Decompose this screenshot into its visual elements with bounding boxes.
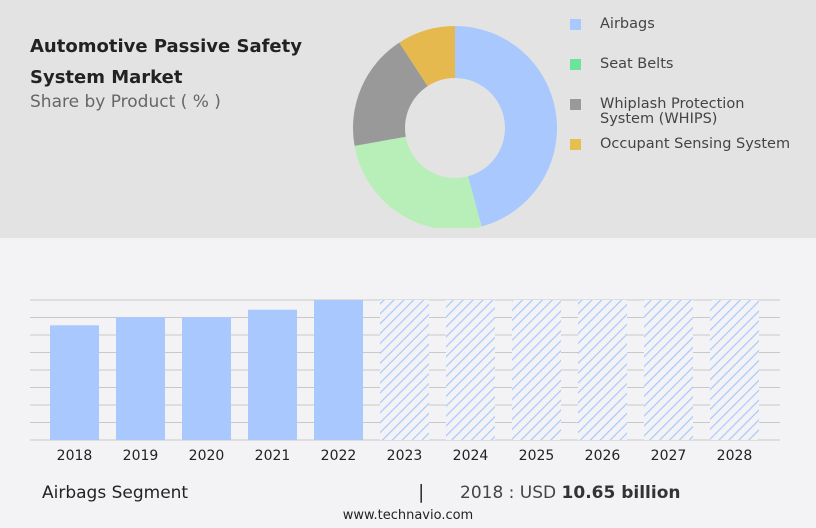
bar-2020 bbox=[182, 317, 231, 440]
legend-swatch bbox=[570, 59, 581, 70]
x-tick-label: 2024 bbox=[453, 448, 489, 464]
value-amount: 10.65 billion bbox=[561, 483, 681, 503]
segment-label: Airbags Segment bbox=[42, 483, 189, 503]
x-tick-label: 2019 bbox=[123, 448, 159, 464]
x-tick-label: 2028 bbox=[717, 448, 753, 464]
bar-2022 bbox=[314, 300, 363, 440]
legend-label: Whiplash Protection System (WHIPS) bbox=[600, 96, 745, 127]
x-tick-label: 2022 bbox=[321, 448, 357, 464]
source-url[interactable]: www.technavio.com bbox=[342, 508, 474, 523]
donut-slice-occupant-sensing-system bbox=[399, 26, 455, 87]
x-tick-label: 2020 bbox=[189, 448, 225, 464]
bar-2021 bbox=[248, 309, 297, 440]
x-tick-label: 2021 bbox=[255, 448, 291, 464]
forecast-bar-2025 bbox=[512, 300, 561, 440]
forecast-bar-2026 bbox=[578, 300, 627, 440]
forecast-bar-2024 bbox=[446, 300, 495, 440]
bar-2019 bbox=[116, 317, 165, 440]
x-tick-label: 2027 bbox=[651, 448, 687, 464]
forecast-bar-2028 bbox=[710, 300, 759, 440]
legend-item-whips: Whiplash Protection System (WHIPS) bbox=[570, 97, 810, 129]
chart-subtitle: Share by Product ( % ) bbox=[30, 92, 221, 112]
chart-title: Automotive Passive Safety System Market bbox=[30, 36, 302, 88]
donut-chart bbox=[352, 26, 557, 228]
legend-swatch bbox=[570, 19, 581, 30]
legend-swatch bbox=[570, 99, 581, 110]
forecast-bar-2023 bbox=[380, 300, 429, 440]
x-tick-label: 2023 bbox=[387, 448, 423, 464]
bar-2018 bbox=[50, 325, 99, 440]
segment-value: 2018 : USD 10.65 billion bbox=[460, 483, 680, 503]
footer-separator: | bbox=[418, 481, 425, 503]
donut-slice-whiplash-protection-system-whips bbox=[352, 42, 428, 146]
donut-slice-airbags bbox=[455, 26, 557, 227]
forecast-bar-2027 bbox=[644, 300, 693, 440]
x-tick-label: 2026 bbox=[585, 448, 621, 464]
x-tick-label: 2025 bbox=[519, 448, 555, 464]
legend-swatch bbox=[570, 139, 581, 150]
legend-item-seat-belts: Seat Belts bbox=[570, 57, 810, 89]
legend-label: Occupant Sensing System bbox=[600, 136, 791, 152]
value-prefix: 2018 : USD bbox=[460, 483, 557, 503]
legend-item-occupant-sensing: Occupant Sensing System bbox=[570, 137, 810, 169]
legend-label: Airbags bbox=[600, 16, 655, 32]
donut-slice-seat-belts bbox=[354, 136, 482, 228]
legend-item-airbags: Airbags bbox=[570, 17, 810, 49]
x-tick-label: 2018 bbox=[57, 448, 93, 464]
legend-label: Seat Belts bbox=[600, 56, 674, 72]
bar-chart: 2018 2019 2020 2021 2022 2023 2024 2025 2026 2027… bbox=[30, 299, 780, 464]
